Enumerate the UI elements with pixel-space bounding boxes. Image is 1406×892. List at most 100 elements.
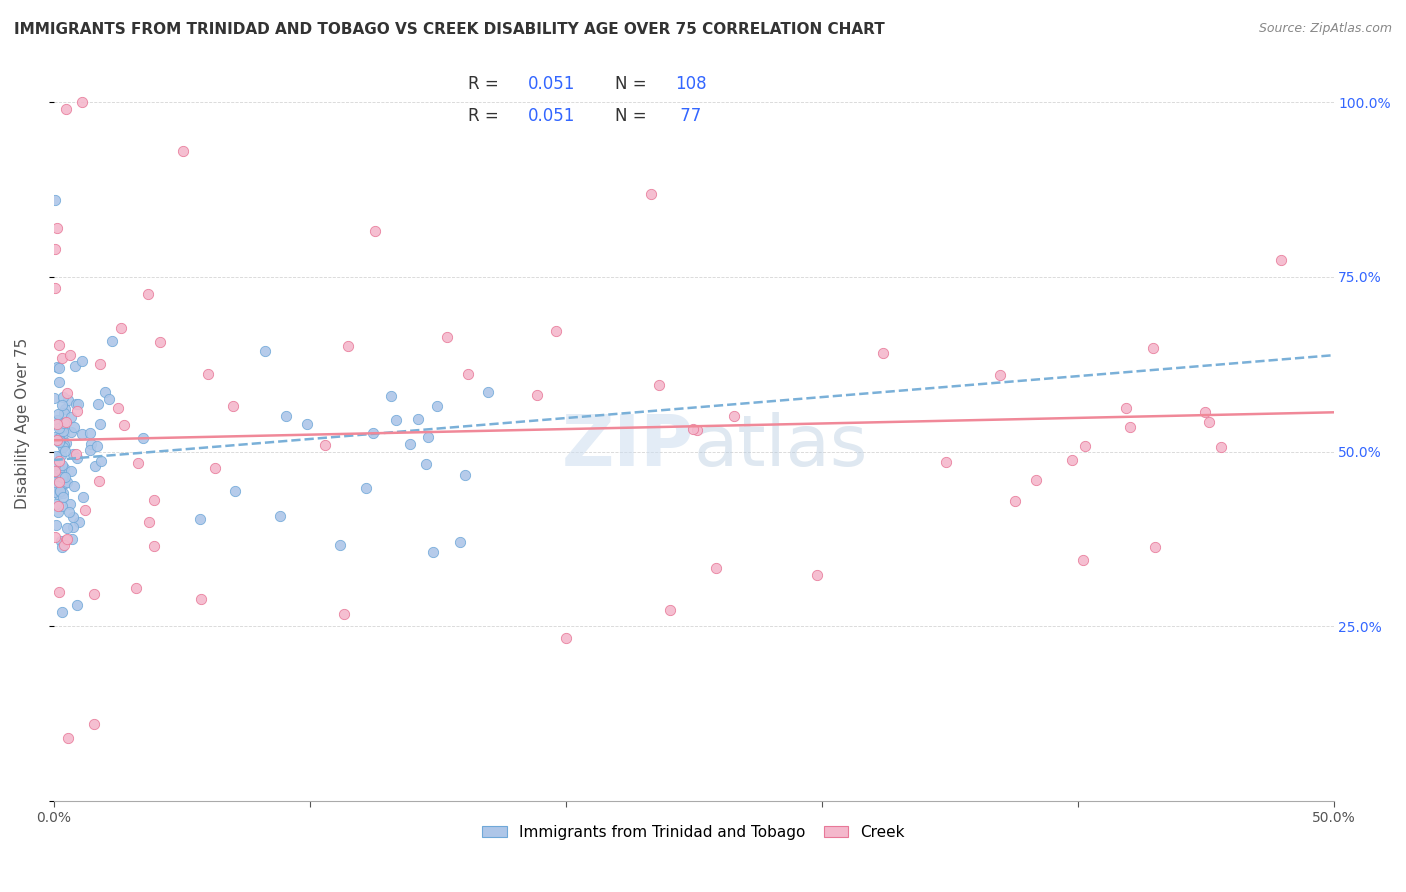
Point — [48, 585, 70, 599]
Point — [46, 499, 69, 513]
Text: 0.051: 0.051 — [529, 75, 575, 93]
Point — [107, 401, 129, 415]
Point — [52, 486, 75, 500]
Point — [42, 430, 65, 444]
Point — [55, 435, 77, 450]
Point — [49, 420, 72, 434]
Point — [48, 487, 70, 501]
Point — [44, 281, 66, 295]
Point — [45, 466, 67, 480]
Text: 108: 108 — [675, 75, 707, 93]
Point — [1119, 420, 1142, 434]
Point — [52, 425, 75, 439]
Point — [67, 515, 90, 529]
Point — [98, 392, 121, 406]
Point — [426, 399, 449, 413]
Point — [354, 481, 377, 495]
Point — [56, 386, 79, 401]
Point — [399, 437, 422, 451]
Y-axis label: Disability Age Over 75: Disability Age Over 75 — [15, 338, 30, 509]
Point — [55, 402, 77, 417]
Point — [988, 368, 1011, 382]
Point — [197, 367, 219, 381]
Point — [380, 389, 402, 403]
Point — [333, 607, 356, 621]
Point — [51, 351, 73, 365]
Point — [51, 398, 73, 412]
Point — [648, 377, 671, 392]
Point — [60, 533, 83, 547]
Point — [544, 324, 567, 338]
Point — [87, 396, 110, 410]
Point — [56, 532, 79, 546]
Point — [1025, 474, 1047, 488]
Point — [48, 475, 70, 489]
Point — [44, 193, 66, 207]
Point — [79, 443, 101, 458]
Point — [56, 392, 79, 407]
Point — [336, 338, 359, 352]
Point — [416, 430, 439, 444]
Point — [48, 462, 70, 476]
Point — [45, 517, 67, 532]
Point — [53, 469, 76, 483]
Point — [79, 426, 101, 441]
Point — [1209, 440, 1232, 454]
Point — [1143, 541, 1166, 555]
Point — [62, 519, 84, 533]
Point — [276, 409, 298, 423]
Point — [295, 417, 318, 431]
Point — [101, 334, 124, 348]
Point — [58, 348, 80, 362]
Point — [477, 384, 499, 399]
Point — [63, 420, 86, 434]
Point — [415, 457, 437, 471]
Point — [56, 521, 79, 535]
Point — [1073, 552, 1095, 566]
Point — [526, 388, 548, 402]
Point — [935, 455, 957, 469]
Point — [449, 535, 471, 549]
Point — [83, 717, 105, 731]
Point — [46, 505, 69, 519]
Point — [45, 417, 67, 432]
Point — [62, 447, 84, 461]
Point — [48, 435, 70, 450]
Point — [66, 404, 89, 418]
Point — [90, 454, 112, 468]
Point — [59, 497, 82, 511]
Point — [87, 475, 110, 489]
Point — [44, 467, 66, 482]
Point — [1194, 405, 1216, 419]
Point — [48, 484, 70, 499]
Point — [872, 346, 894, 360]
Point — [44, 242, 66, 256]
Point — [704, 561, 727, 575]
Point — [125, 581, 148, 595]
Point — [436, 330, 458, 344]
Point — [83, 458, 105, 473]
Point — [67, 397, 90, 411]
Point — [44, 391, 66, 405]
Point — [59, 464, 82, 478]
Point — [142, 492, 165, 507]
Point — [63, 478, 86, 492]
Point — [555, 631, 578, 645]
Point — [51, 458, 73, 472]
Text: 0.051: 0.051 — [529, 107, 575, 126]
Point — [48, 360, 70, 375]
Point — [1060, 453, 1083, 467]
Point — [51, 470, 73, 484]
Point — [1074, 439, 1097, 453]
Point — [136, 287, 159, 301]
Point — [142, 540, 165, 554]
Point — [75, 503, 97, 517]
Point — [45, 479, 67, 493]
Point — [52, 440, 75, 454]
Point — [112, 417, 135, 432]
Point — [361, 425, 384, 440]
Point — [46, 360, 69, 375]
Point — [640, 186, 662, 201]
Legend: Immigrants from Trinidad and Tobago, Creek: Immigrants from Trinidad and Tobago, Cre… — [477, 819, 911, 847]
Point — [56, 731, 79, 745]
